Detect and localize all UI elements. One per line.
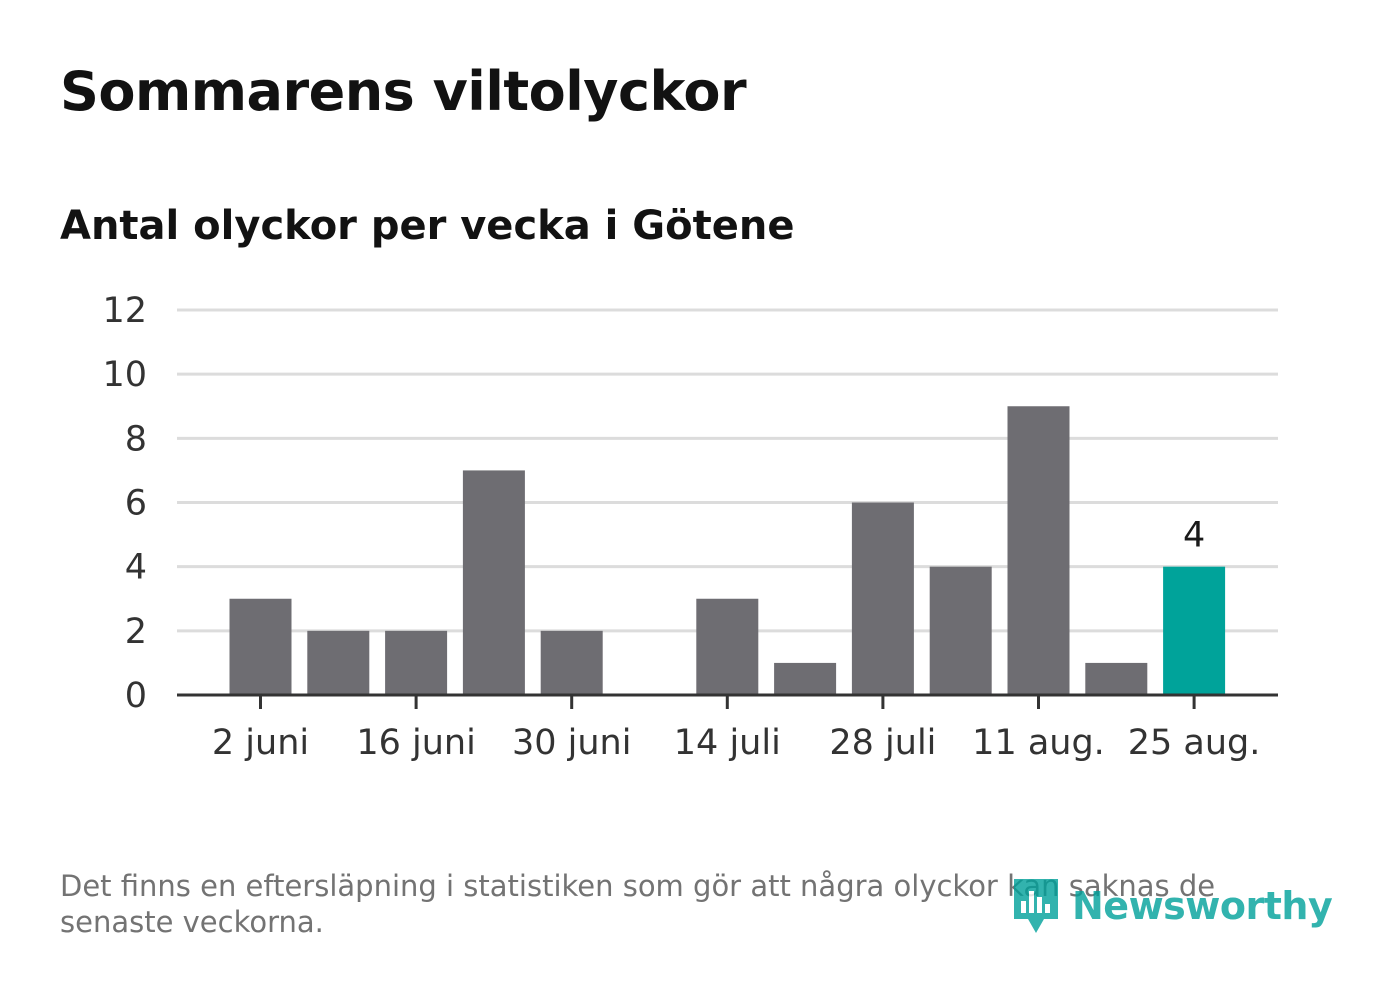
bar-chart: 0 2 4 6 8 10 12 2 juni 16 juni 30 juni 14 juli 28 … [102,291,1278,763]
newsworthy-logo: Newsworthy [1010,876,1333,936]
y-tick-label: 0 [125,676,147,716]
chart-title: Sommarens viltolyckor [60,60,747,123]
bar [774,662,837,695]
y-tick-label: 4 [125,548,147,588]
bars [229,406,1226,695]
bar [307,630,370,695]
bar [1007,406,1070,695]
y-tick-label: 8 [125,419,147,459]
bar [851,502,914,695]
bar [1163,566,1226,695]
x-tick-label: 2 juni [212,723,309,763]
bar [462,470,525,695]
x-axis-ticks: 2 juni 16 juni 30 juni 14 juli 28 juli 11 aug… [212,695,1261,763]
y-tick-label: 6 [125,484,147,524]
x-tick-label: 25 aug. [1128,723,1261,763]
logo-text: Newsworthy [1072,884,1333,928]
x-tick-label: 14 juli [674,723,781,763]
x-tick-label: 16 juni [356,723,475,763]
data-label: 4 [1183,516,1205,556]
bar [229,598,292,695]
y-tick-label: 2 [125,612,147,652]
bar [385,630,448,695]
chart-subtitle: Antal olyckor per vecka i Götene [60,203,795,249]
bar-chart-speech-bubble-icon [1014,879,1058,933]
data-labels: 4 [1183,516,1205,556]
x-tick-label: 30 juni [512,723,631,763]
y-tick-label: 10 [102,355,147,395]
gridlines [177,308,1278,633]
bar [540,630,603,695]
x-tick-label: 11 aug. [972,723,1105,763]
x-tick-label: 28 juli [829,723,936,763]
bar [1085,662,1148,695]
y-axis-ticks: 0 2 4 6 8 10 12 [102,291,147,716]
bar [696,598,759,695]
bar [929,566,992,695]
y-tick-label: 12 [102,291,147,331]
